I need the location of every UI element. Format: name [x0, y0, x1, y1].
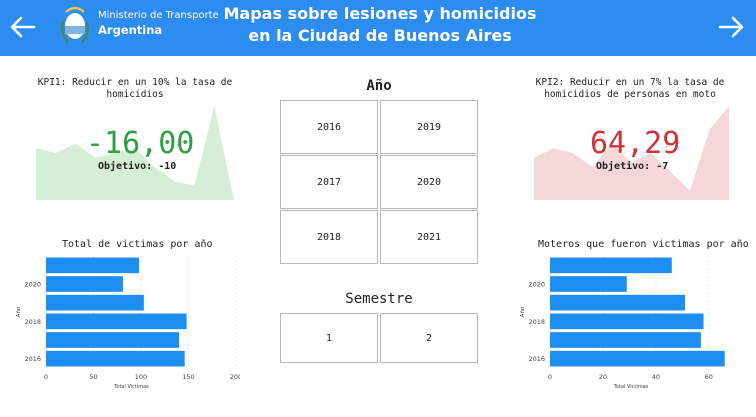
- kpi2-trend-area: [534, 106, 729, 200]
- year-option-2018[interactable]: 2018: [280, 210, 378, 264]
- ministry-logo: Ministerio de Transporte Argentina: [60, 2, 230, 46]
- kpi2-title-line-1: KPI2: Reducir en un 7% la tasa de: [535, 77, 725, 88]
- chart2-y-axis-title: Año: [520, 306, 526, 317]
- chart1-bar: [46, 332, 179, 348]
- chart2-tick-label: 20: [599, 373, 607, 381]
- chart1-tick-label: 100: [135, 373, 147, 381]
- kpi2-target: Objetivo: -7: [596, 161, 669, 172]
- chart1-bar: [46, 350, 185, 367]
- chart1-y-axis-title: Año: [16, 306, 22, 317]
- chart2-tick-label: 40: [652, 373, 660, 381]
- kpi1-target: Objetivo: -10: [98, 161, 177, 172]
- chart2-bar: [550, 276, 627, 292]
- chart1-bar-chart: 2020 2018 2016 0 50 100 150 200 Total Victimas Añ…: [16, 256, 240, 390]
- kpi1-trend-area: [36, 106, 234, 200]
- kpi2-value: 64,29: [590, 126, 681, 161]
- chart1-title: Total de victimas por año: [62, 239, 213, 250]
- kpi2-title-line-2: homicidios de personas en moto: [544, 89, 716, 100]
- year-slicer-title: Año: [366, 78, 392, 94]
- logo-country-text: Argentina: [98, 23, 163, 37]
- kpi1-title-line-1: KPI1: Reducir en un 10% la tasa de: [37, 77, 233, 88]
- chart1-tick-label: 200: [230, 373, 240, 381]
- chart1-tick-label: 0: [44, 373, 48, 381]
- year-option-2017[interactable]: 2017: [280, 155, 378, 209]
- chart1-bar: [46, 294, 144, 311]
- chart1-category-label: 2020: [24, 281, 41, 289]
- kpi1-value: -16,00: [86, 126, 195, 161]
- chart1-bar: [46, 313, 187, 330]
- chart2-bar: [550, 313, 704, 330]
- chart2-x-axis-title: Total Victimas: [613, 384, 649, 390]
- page-title-line-1: Mapas sobre lesiones y homicidios: [223, 4, 537, 23]
- chart1-x-axis-title: Total Victimas: [113, 384, 149, 390]
- chart1-bar: [46, 257, 140, 274]
- semester-slicer-title: Semestre: [345, 291, 413, 307]
- kpi1-trend-shape: [36, 106, 234, 200]
- kpi2-trend-shape: [534, 106, 729, 200]
- arrow-right-icon[interactable]: [716, 12, 746, 42]
- semester-option-2[interactable]: 2: [380, 313, 478, 363]
- kpi2-title: KPI2: Reducir en un 7% la tasa de homici…: [525, 77, 735, 101]
- year-option-2016[interactable]: 2016: [280, 100, 378, 154]
- semester-option-1[interactable]: 1: [280, 313, 378, 363]
- page-title: Mapas sobre lesiones y homicidios en la …: [200, 3, 560, 47]
- chart2-bar: [550, 257, 672, 274]
- kpi2-alert-icon: !: [665, 140, 669, 150]
- year-option-2021[interactable]: 2021: [380, 210, 478, 264]
- chart2-tick-label: 0: [548, 373, 552, 381]
- year-option-2020[interactable]: 2020: [380, 155, 478, 209]
- chart2-category-label: 2020: [528, 281, 545, 289]
- chart2-bar-chart: 2020 2018 2016 0 20 40 60 Total Victimas Año: [520, 256, 725, 390]
- kpi1-check-icon: ✓: [176, 140, 184, 150]
- chart2-title: Moteros que fueron victimas por año: [538, 239, 749, 250]
- chart2-tick-label: 60: [705, 373, 713, 381]
- year-option-2019[interactable]: 2019: [380, 100, 478, 154]
- chart1-tick-label: 150: [182, 373, 194, 381]
- chart1-category-label: 2016: [24, 355, 41, 363]
- kpi1-title: KPI1: Reducir en un 10% la tasa de homic…: [30, 77, 240, 101]
- chart2-bar: [550, 294, 685, 311]
- coat-of-arms-icon: [61, 6, 89, 43]
- header-bar: Ministerio de Transporte Argentina Mapas…: [0, 0, 756, 56]
- logo-ministry-text: Ministerio de Transporte: [98, 10, 219, 21]
- chart2-category-label: 2018: [528, 318, 545, 326]
- arrow-left-icon[interactable]: [8, 12, 38, 42]
- chart1-bar: [46, 276, 123, 292]
- page-title-line-2: en la Ciudad de Buenos Aires: [248, 26, 512, 45]
- kpi1-title-line-2: homicidios: [106, 89, 164, 100]
- chart2-category-label: 2016: [528, 355, 545, 363]
- chart1-category-label: 2018: [24, 318, 41, 326]
- chart2-bar: [550, 332, 701, 348]
- chart1-tick-label: 50: [89, 373, 97, 381]
- chart2-bar: [550, 350, 725, 367]
